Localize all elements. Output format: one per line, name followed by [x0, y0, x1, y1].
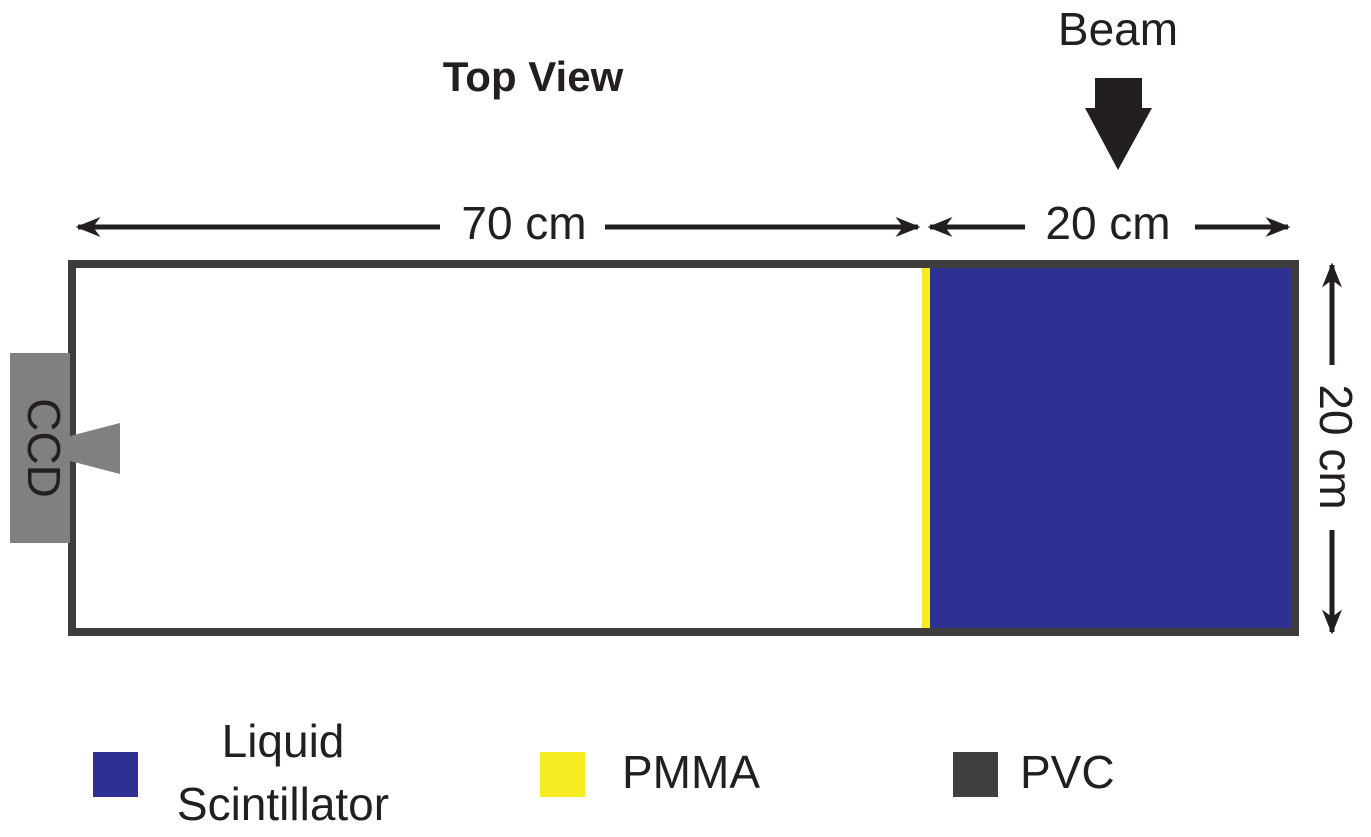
ccd-label: CCD — [18, 398, 70, 498]
beam-arrow — [1085, 78, 1152, 170]
legend-swatch — [953, 752, 998, 797]
pmma-window — [922, 268, 930, 628]
ccd-lens — [70, 423, 120, 474]
liquid-scintillator — [930, 268, 1291, 628]
legend-label: PMMA — [622, 746, 760, 798]
legend-label: Liquid — [222, 715, 345, 767]
legend-label: Scintillator — [177, 778, 389, 830]
ccd-body — [10, 353, 70, 543]
legend-label: PVC — [1020, 746, 1115, 798]
dim-label: 20 cm — [1045, 197, 1170, 249]
legend-swatch — [93, 752, 138, 797]
dim-label: 70 cm — [461, 197, 586, 249]
title: Top View — [443, 53, 624, 100]
legend-swatch — [540, 752, 585, 797]
beam-label: Beam — [1058, 3, 1178, 55]
dim-label: 20 cm — [1310, 384, 1362, 509]
